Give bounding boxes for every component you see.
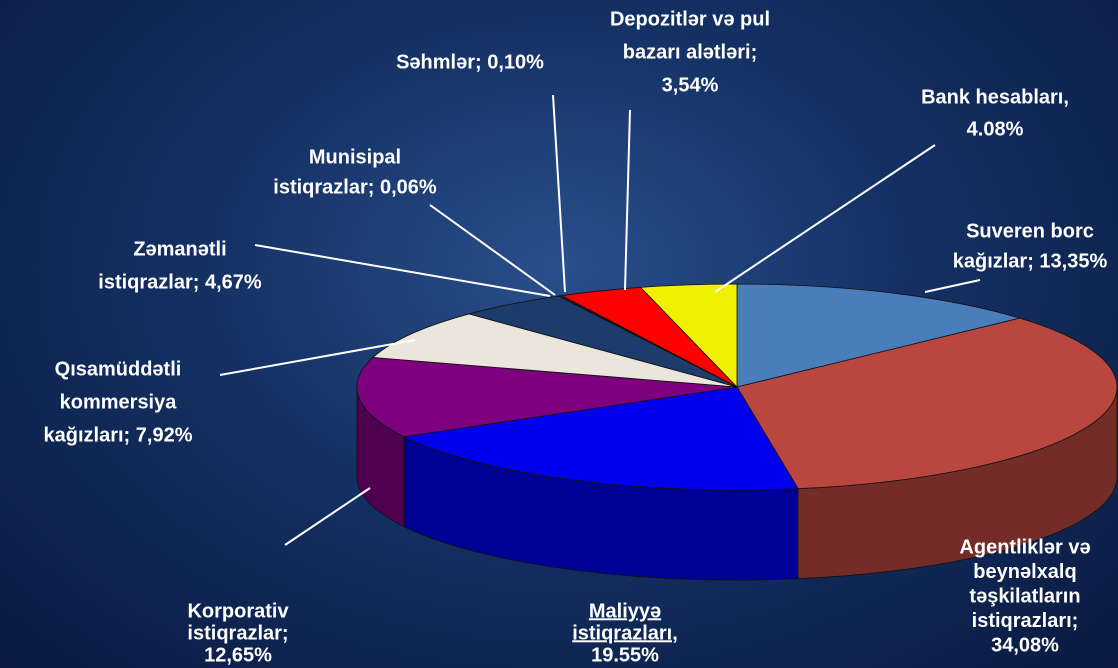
- leader-line: [714, 144, 936, 293]
- slice-label: kommersiya: [60, 391, 178, 413]
- slice-label: Qısamüddətli: [55, 358, 182, 380]
- slice-label: kağızlar; 13,35%: [953, 250, 1108, 272]
- slice: [736, 317, 1118, 490]
- slice-label: kağızları; 7,92%: [44, 424, 193, 446]
- slice-label: istiqrazları,: [572, 622, 678, 644]
- slice: [356, 357, 738, 438]
- slice: [372, 313, 738, 388]
- slice-label: Suveren borc: [966, 220, 1094, 242]
- slice-label: Depozitlər və pul: [610, 8, 770, 30]
- slice-label: istiqrazlar; 4,67%: [98, 271, 262, 293]
- slice: [736, 283, 1022, 388]
- slice-label: Munisipal: [309, 146, 401, 168]
- slice-label: 12,65%: [204, 644, 272, 666]
- leader-line: [254, 244, 551, 297]
- slice-label: beynəlxalq: [973, 561, 1076, 583]
- leader-line: [219, 339, 416, 376]
- slice-label: bazarı alətləri;: [623, 41, 758, 63]
- slice-label: 34,08%: [991, 634, 1059, 656]
- slice-label: 3,54%: [662, 74, 719, 96]
- slice-label: Maliyyə: [589, 600, 661, 622]
- slice-label: istiqrazları;: [972, 610, 1079, 632]
- slice-label: təşkilatların: [969, 585, 1080, 607]
- slice-label: Səhmlər; 0,10%: [396, 51, 544, 73]
- slice-label: Agentliklər və: [959, 536, 1090, 558]
- leader-line: [624, 109, 631, 291]
- slice-label: istiqrazlar; 0,06%: [273, 176, 437, 198]
- slice-label: 4.08%: [967, 118, 1024, 140]
- leader-line: [284, 487, 371, 546]
- slice: [402, 386, 799, 491]
- leader-line: [552, 94, 566, 293]
- slice: [639, 283, 738, 388]
- leader-line: [924, 279, 981, 293]
- slice-label: Zəmanətli: [133, 238, 226, 260]
- slice-label: 19.55%: [591, 644, 659, 666]
- leader-line: [429, 204, 556, 296]
- slice-label: Korporativ: [187, 600, 289, 622]
- slice-label: Bank hesabları,: [921, 86, 1069, 108]
- slice-label: istiqrazlar;: [187, 622, 288, 644]
